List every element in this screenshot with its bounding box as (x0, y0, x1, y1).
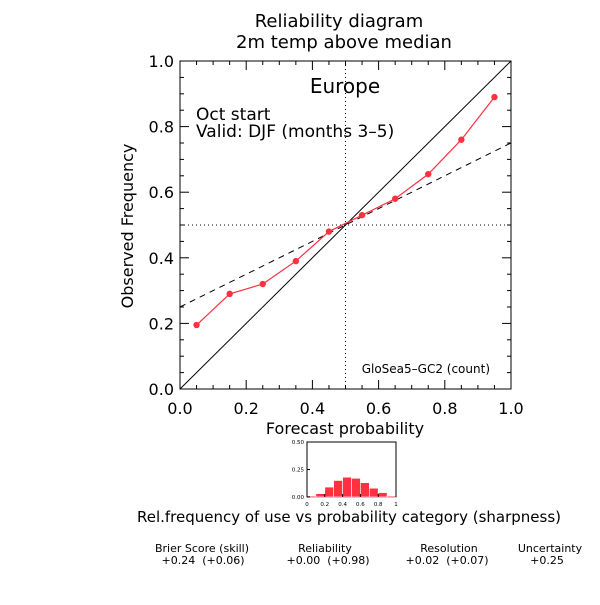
resolution-score-value: +0.02 (+0.07) (406, 554, 489, 567)
sharpness-bar (360, 482, 370, 498)
hist-y-tick-label: 0.00 (292, 495, 305, 501)
reliability-series-line (196, 96, 495, 326)
data-point (259, 280, 266, 288)
x-axis-title: Forecast probability (266, 419, 424, 438)
y-tick-label: 0.0 (149, 380, 174, 399)
data-point (458, 136, 465, 143)
data-point (391, 195, 399, 202)
start-annotation: Oct start (196, 105, 271, 125)
hist-x-tick-label: 1 (394, 502, 398, 508)
main-axes: 0.0 0.2 0.4 0.6 0.8 1.0 0.0 0.2 0.4 0.6 0.8 1.0 (149, 52, 524, 418)
reliability-series-points (193, 93, 498, 329)
data-point (292, 257, 300, 265)
x-tick-label: 0.0 (167, 399, 192, 418)
region-label: Europe (310, 74, 380, 98)
y-tick-label: 0.6 (149, 183, 174, 202)
uncertainty-score-label: Uncertainty (518, 542, 583, 555)
hist-x-tick-label: 0 (305, 502, 309, 508)
brier-score-value: +0.24 (+0.06) (162, 554, 245, 567)
chart-title: Reliability diagram (255, 11, 424, 32)
data-point (226, 290, 233, 298)
reliability-score-label: Reliability (298, 542, 352, 555)
sharpness-bar (351, 477, 361, 498)
uncertainty-score-value: +0.25 (530, 554, 564, 567)
sharpness-bar (368, 487, 379, 498)
y-tick-label: 0.4 (149, 249, 174, 268)
sharpness-bar (333, 480, 343, 498)
sharpness-axes: 0 0.2 0.4 0.6 0.8 1 0.00 0.25 0.50 (292, 440, 398, 508)
hist-y-tick-label: 0.25 (292, 468, 305, 474)
sharpness-bar (324, 486, 334, 498)
hist-y-tick-label: 0.50 (292, 440, 305, 446)
y-tick-label: 0.2 (149, 314, 174, 333)
x-tick-label: 0.4 (300, 399, 325, 418)
model-label: GloSea5–GC2 (count) (362, 362, 490, 376)
sharpness-bar (377, 492, 388, 498)
hist-x-tick-label: 0.2 (320, 502, 329, 508)
data-point (491, 93, 498, 101)
x-tick-label: 0.2 (233, 399, 258, 418)
data-point (193, 321, 200, 329)
sharpness-bar (315, 493, 326, 498)
data-point (325, 228, 333, 235)
hist-x-tick-label: 0.8 (374, 502, 383, 508)
valid-annotation: Valid: DJF (months 3–5) (196, 122, 394, 142)
chart-subtitle: 2m temp above median (236, 32, 452, 53)
sharpness-bar (386, 495, 397, 498)
hist-x-tick-label: 0.4 (338, 502, 347, 508)
y-axis-title: Observed Frequency (118, 144, 137, 309)
sharpness-bar (342, 476, 352, 498)
x-tick-label: 0.6 (366, 399, 391, 418)
y-tick-label: 0.8 (149, 118, 174, 137)
y-tick-label: 1.0 (149, 52, 174, 71)
brier-score-label: Brier Score (skill) (155, 542, 249, 555)
hist-x-tick-label: 0.6 (356, 502, 365, 508)
resolution-score-label: Resolution (420, 542, 478, 555)
reliability-score-value: +0.00 (+0.98) (287, 554, 370, 567)
x-tick-label: 1.0 (498, 399, 523, 418)
x-tick-label: 0.8 (432, 399, 457, 418)
data-point (358, 211, 366, 219)
data-point (425, 170, 432, 178)
sharpness-title: Rel.frequency of use vs probability cate… (137, 508, 561, 526)
sharpness-bars (306, 476, 397, 498)
scores-panel: Brier Score (skill) +0.24 (+0.06) Reliab… (155, 542, 583, 567)
